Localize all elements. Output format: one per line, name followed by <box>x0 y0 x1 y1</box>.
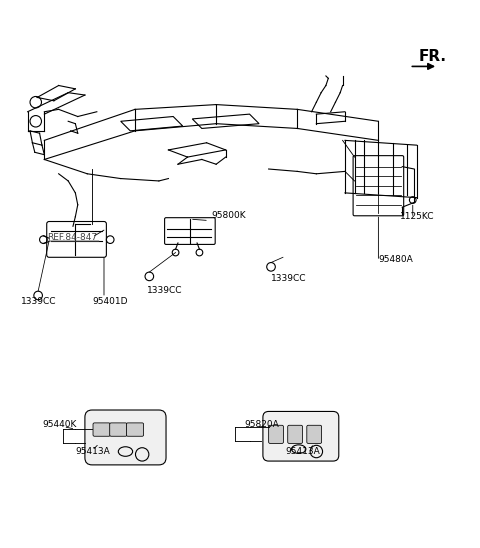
FancyBboxPatch shape <box>263 412 339 461</box>
Text: 95800K: 95800K <box>211 211 246 220</box>
FancyBboxPatch shape <box>307 425 322 443</box>
Text: 1339CC: 1339CC <box>147 286 182 295</box>
FancyBboxPatch shape <box>269 425 283 443</box>
Text: 1339CC: 1339CC <box>271 274 307 283</box>
FancyBboxPatch shape <box>126 423 144 436</box>
FancyBboxPatch shape <box>47 221 107 258</box>
FancyBboxPatch shape <box>353 156 404 216</box>
FancyBboxPatch shape <box>165 218 215 244</box>
Text: 95413A: 95413A <box>285 447 320 456</box>
FancyBboxPatch shape <box>93 423 110 436</box>
Text: 95480A: 95480A <box>378 255 413 264</box>
Ellipse shape <box>118 447 132 456</box>
Ellipse shape <box>291 445 306 453</box>
Text: 1339CC: 1339CC <box>21 296 56 306</box>
Text: 95413A: 95413A <box>75 447 110 456</box>
Text: 95820A: 95820A <box>245 420 279 429</box>
Text: REF.84-847: REF.84-847 <box>47 233 97 242</box>
FancyBboxPatch shape <box>85 410 166 465</box>
FancyBboxPatch shape <box>288 425 302 443</box>
Text: FR.: FR. <box>419 49 447 64</box>
FancyBboxPatch shape <box>110 423 127 436</box>
Text: 95401D: 95401D <box>92 296 128 306</box>
Text: 95440K: 95440K <box>42 420 76 429</box>
Text: 1125KC: 1125KC <box>400 212 434 221</box>
